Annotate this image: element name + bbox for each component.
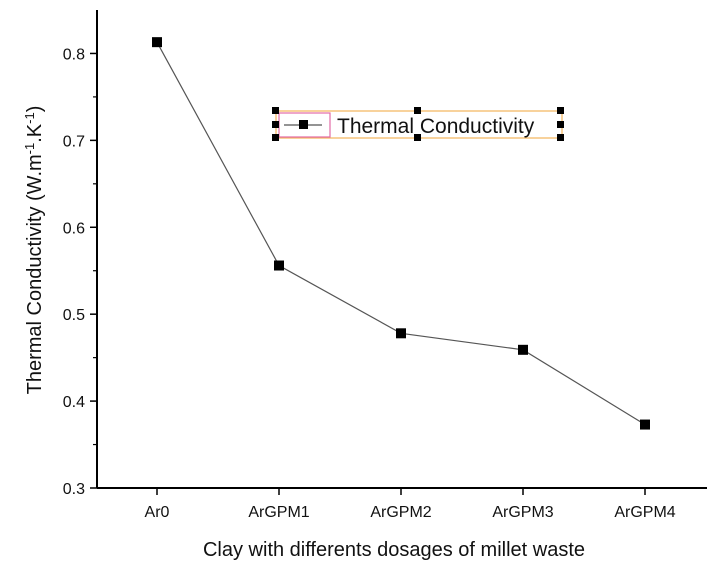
data-point-ArGPM4 <box>640 419 650 430</box>
y-axis-title: Thermal Conductivity (W.m-1.K-1) <box>22 106 47 395</box>
x-ticks: Ar0 ArGPM1 ArGPM2 ArGPM3 ArGPM4 <box>145 488 676 521</box>
data-point-ArGPM2 <box>396 328 406 339</box>
legend[interactable]: Thermal Conductivity <box>272 107 564 141</box>
y-tick-label: 0.3 <box>63 481 85 498</box>
data-point-ArGPM3 <box>518 344 528 355</box>
axes <box>96 10 707 489</box>
series-markers <box>152 37 650 430</box>
x-tick-label: Ar0 <box>145 504 170 521</box>
y-tick-label: 0.5 <box>63 307 85 324</box>
legend-label: Thermal Conductivity <box>337 115 535 138</box>
legend-marker-sample <box>299 120 308 129</box>
x-tick-label: ArGPM1 <box>248 504 309 521</box>
series-line <box>156 41 646 426</box>
x-tick-label: ArGPM4 <box>614 504 675 521</box>
y-tick-label: 0.7 <box>63 133 85 150</box>
y-tick-label: 0.8 <box>63 46 85 63</box>
y-ticks: 0.3 0.4 0.5 0.6 0.7 0.8 <box>63 46 97 498</box>
x-axis-title: Clay with differents dosages of millet w… <box>203 539 585 561</box>
data-point-Ar0 <box>152 37 162 48</box>
y-tick-label: 0.4 <box>63 394 85 411</box>
x-tick-label: ArGPM3 <box>492 504 553 521</box>
data-point-ArGPM1 <box>274 260 284 271</box>
legend-selection-handles[interactable] <box>272 107 564 141</box>
y-tick-label: 0.6 <box>63 220 85 237</box>
x-tick-label: ArGPM2 <box>370 504 431 521</box>
